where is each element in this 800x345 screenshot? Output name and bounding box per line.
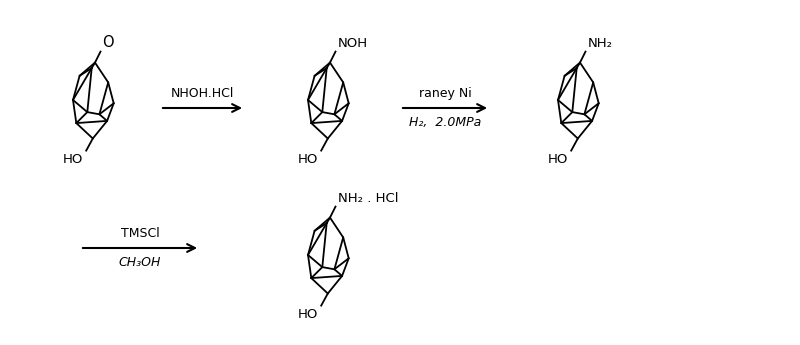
Text: O: O [102,34,114,50]
Text: NOH: NOH [338,37,368,50]
Text: NH₂: NH₂ [587,37,613,50]
Text: CH₃OH: CH₃OH [119,256,161,269]
Text: NH₂ . HCl: NH₂ . HCl [338,191,398,205]
Text: HO: HO [298,152,318,166]
Text: TMSCl: TMSCl [121,227,159,240]
Text: NHOH.HCl: NHOH.HCl [171,87,234,100]
Text: HO: HO [548,152,568,166]
Text: HO: HO [298,308,318,321]
Text: raney Ni: raney Ni [418,87,471,100]
Text: HO: HO [63,152,83,166]
Text: H₂,  2.0MPa: H₂, 2.0MPa [409,116,481,129]
